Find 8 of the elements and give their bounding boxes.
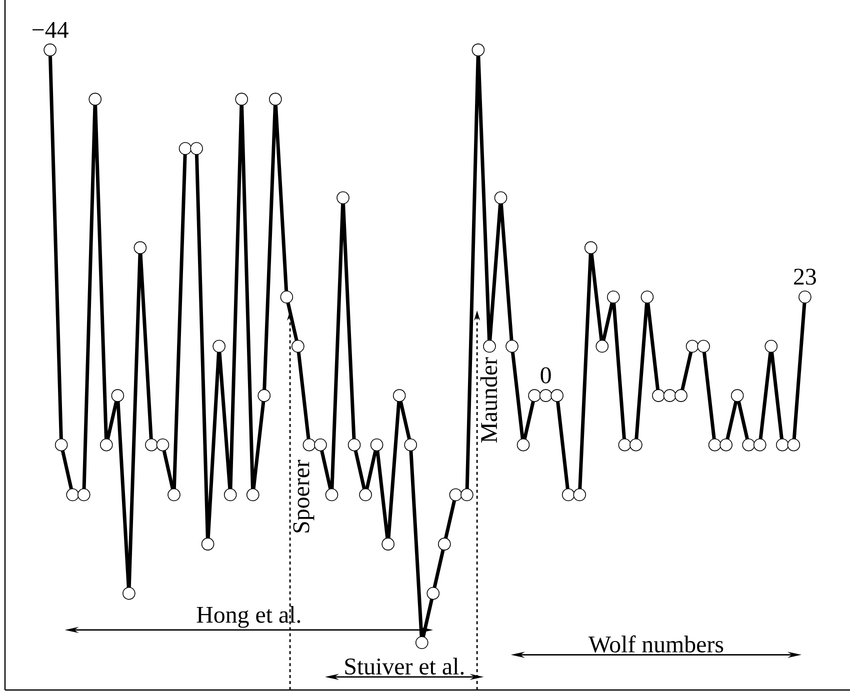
annotation: Wolf numbers [588,635,724,653]
annotation: Stuiver et al. [345,658,464,675]
annotation: Hong et al. [196,606,300,628]
x-tick-label: 23 [794,268,816,285]
annotation: Spoerer [293,460,314,532]
x-tick-label: −44 [32,22,68,38]
x-tick-label: 0 [540,367,551,384]
annotation: Maunder [480,357,498,443]
